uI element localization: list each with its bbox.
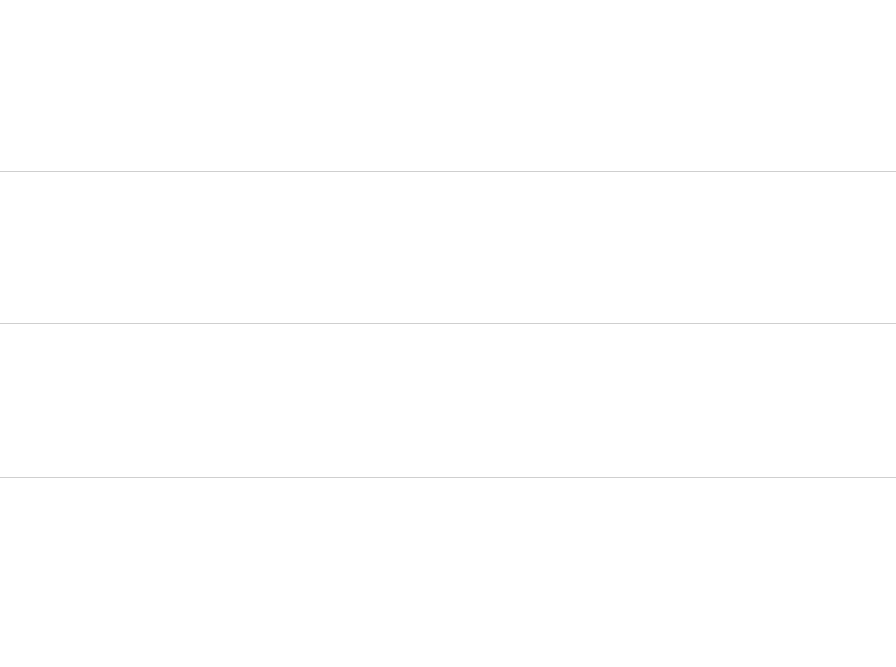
row-separator: [0, 477, 896, 478]
row-separator: [0, 171, 896, 172]
column-headers: [0, 4, 896, 28]
row-separator: [0, 323, 896, 324]
